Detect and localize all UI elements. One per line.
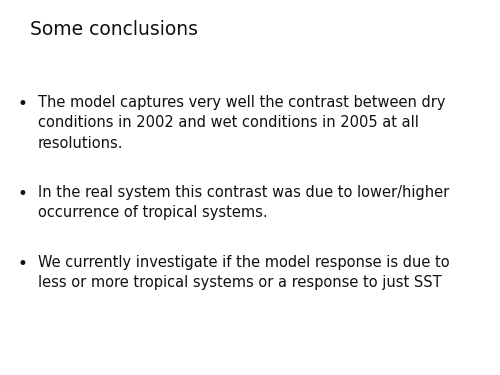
- Text: In the real system this contrast was due to lower/higher
occurrence of tropical : In the real system this contrast was due…: [38, 185, 449, 220]
- Text: •: •: [18, 255, 28, 273]
- Text: Some conclusions: Some conclusions: [30, 20, 198, 39]
- Text: •: •: [18, 95, 28, 113]
- Text: We currently investigate if the model response is due to
less or more tropical s: We currently investigate if the model re…: [38, 255, 450, 290]
- Text: •: •: [18, 185, 28, 203]
- Text: The model captures very well the contrast between dry
conditions in 2002 and wet: The model captures very well the contras…: [38, 95, 446, 151]
